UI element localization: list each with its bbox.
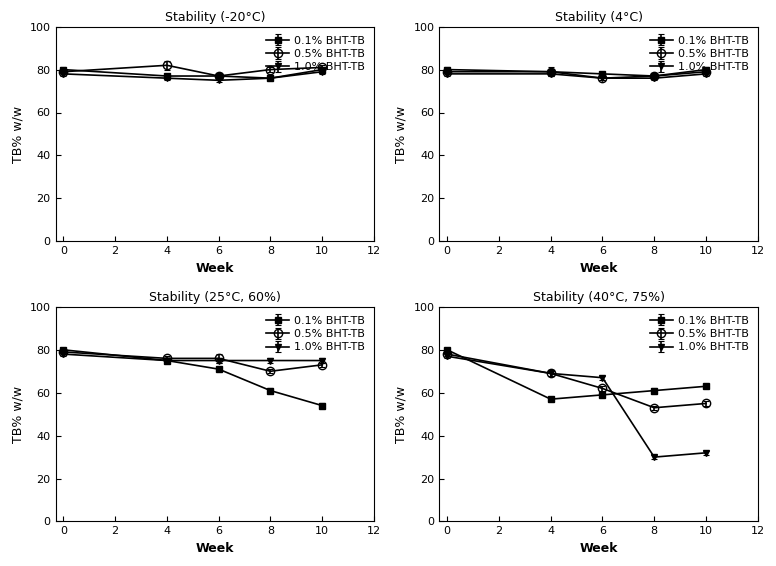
Legend: 0.1% BHT-TB, 0.5% BHT-TB, 1.0% BHT-TB: 0.1% BHT-TB, 0.5% BHT-TB, 1.0% BHT-TB bbox=[263, 32, 369, 75]
X-axis label: Week: Week bbox=[196, 261, 234, 275]
X-axis label: Week: Week bbox=[580, 261, 618, 275]
Title: Stability (-20°C): Stability (-20°C) bbox=[165, 11, 265, 24]
Legend: 0.1% BHT-TB, 0.5% BHT-TB, 1.0% BHT-TB: 0.1% BHT-TB, 0.5% BHT-TB, 1.0% BHT-TB bbox=[263, 312, 369, 356]
Title: Stability (4°C): Stability (4°C) bbox=[555, 11, 643, 24]
Y-axis label: TB% w/w: TB% w/w bbox=[395, 385, 408, 443]
Legend: 0.1% BHT-TB, 0.5% BHT-TB, 1.0% BHT-TB: 0.1% BHT-TB, 0.5% BHT-TB, 1.0% BHT-TB bbox=[647, 32, 752, 75]
Y-axis label: TB% w/w: TB% w/w bbox=[11, 105, 24, 162]
X-axis label: Week: Week bbox=[580, 542, 618, 555]
Y-axis label: TB% w/w: TB% w/w bbox=[11, 385, 24, 443]
Title: Stability (40°C, 75%): Stability (40°C, 75%) bbox=[532, 291, 664, 305]
X-axis label: Week: Week bbox=[196, 542, 234, 555]
Title: Stability (25°C, 60%): Stability (25°C, 60%) bbox=[149, 291, 281, 305]
Legend: 0.1% BHT-TB, 0.5% BHT-TB, 1.0% BHT-TB: 0.1% BHT-TB, 0.5% BHT-TB, 1.0% BHT-TB bbox=[647, 312, 752, 356]
Y-axis label: TB% w/w: TB% w/w bbox=[395, 105, 408, 162]
